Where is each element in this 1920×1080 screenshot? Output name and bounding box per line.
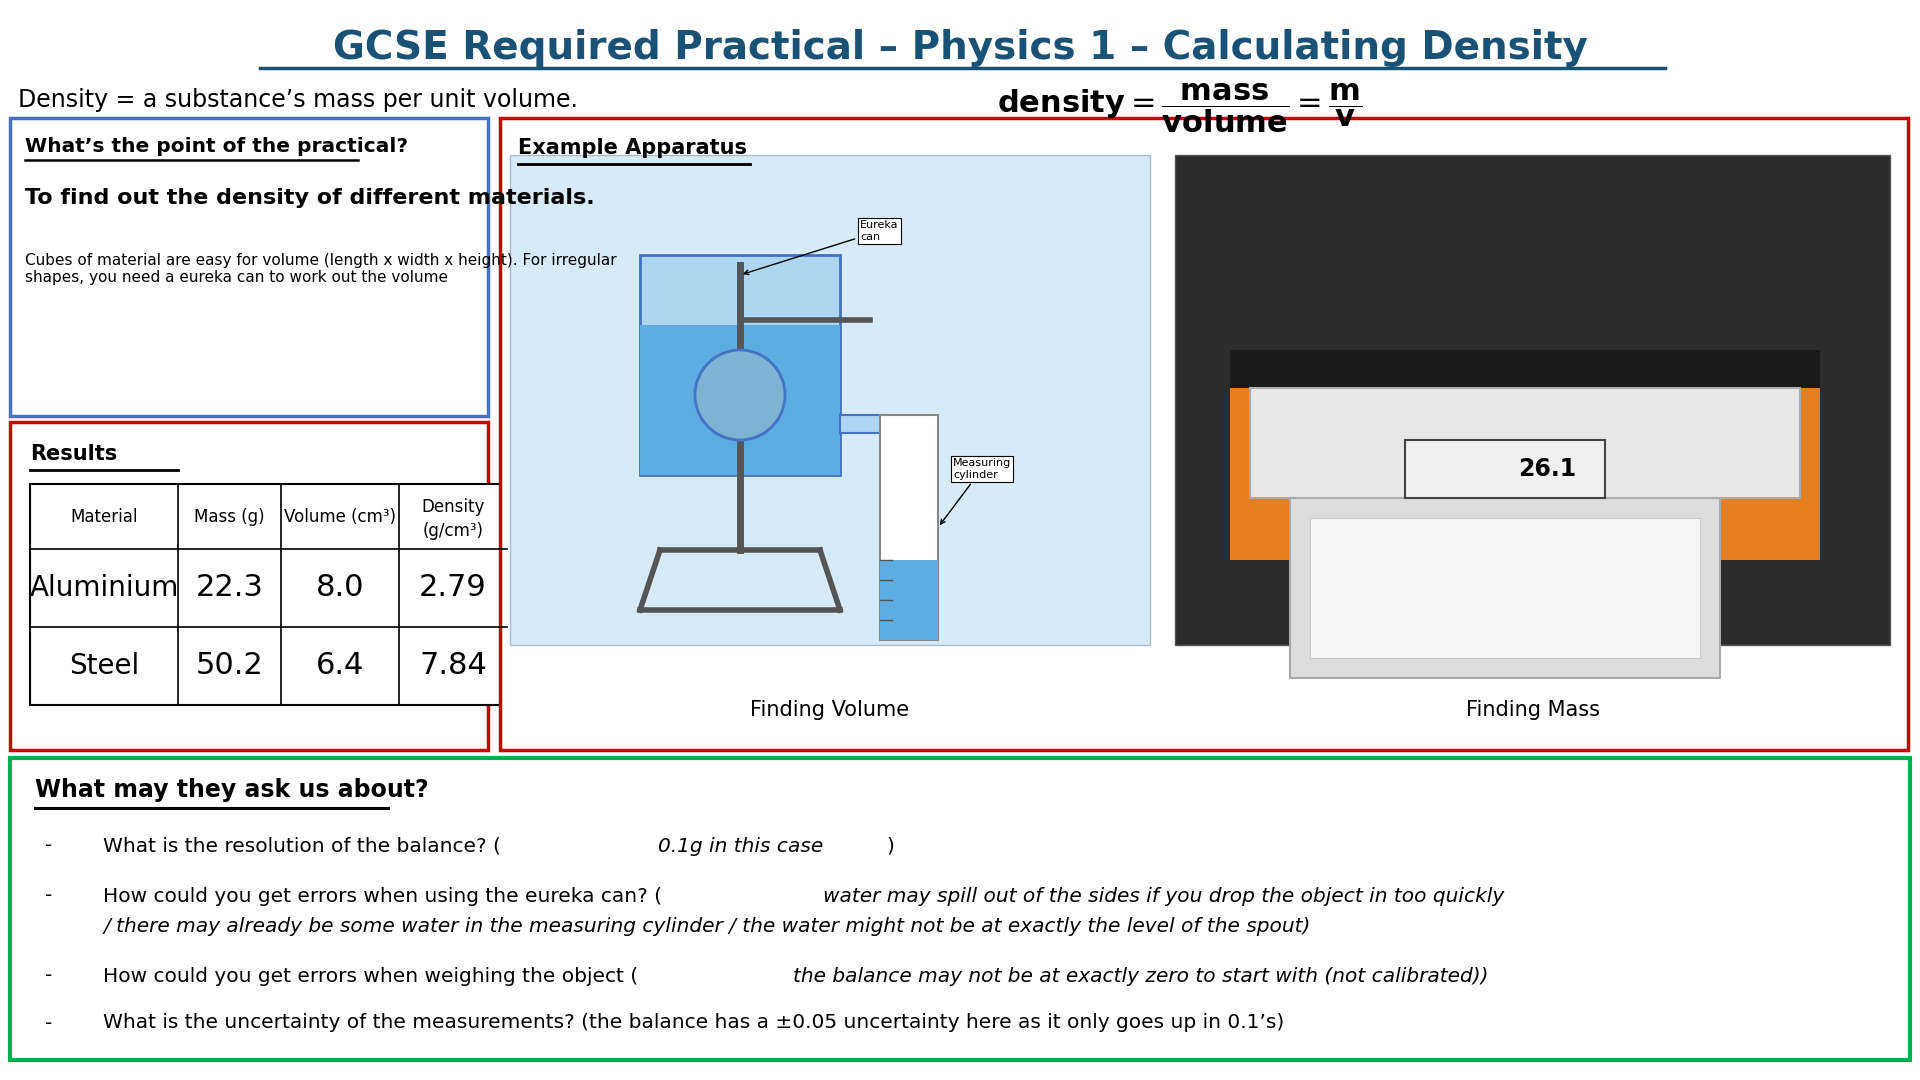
Text: To find out the density of different materials.: To find out the density of different mat… — [25, 188, 595, 208]
Bar — [879, 561, 939, 640]
Text: -: - — [44, 887, 52, 905]
Bar — [1405, 440, 1605, 498]
Text: water may spill out of the sides if you drop the object in too quickly: water may spill out of the sides if you … — [824, 887, 1503, 905]
Text: What is the uncertainty of the measurements? (the balance has a ±0.05 uncertaint: What is the uncertainty of the measureme… — [104, 1013, 1284, 1032]
Text: Aluminium: Aluminium — [29, 573, 179, 602]
Text: How could you get errors when using the eureka can? (: How could you get errors when using the … — [104, 887, 662, 905]
Circle shape — [695, 350, 785, 440]
Text: What’s the point of the practical?: What’s the point of the practical? — [25, 136, 407, 156]
Text: Finding Mass: Finding Mass — [1465, 700, 1599, 720]
Text: Eureka
can: Eureka can — [745, 220, 899, 274]
Text: Volume (cm³): Volume (cm³) — [284, 508, 396, 526]
Bar — [1231, 350, 1820, 561]
Text: -: - — [44, 967, 52, 985]
Text: Material: Material — [71, 508, 138, 526]
Bar — [1250, 388, 1801, 498]
Text: Finding Volume: Finding Volume — [751, 700, 910, 720]
Bar — [31, 484, 507, 705]
Text: 6.4: 6.4 — [315, 651, 365, 680]
Text: -: - — [44, 837, 52, 855]
Bar — [10, 118, 488, 416]
Text: 8.0: 8.0 — [315, 573, 365, 603]
Text: $\mathbf{density} = \dfrac{\mathbf{mass}}{\mathbf{volume}} = \dfrac{\mathbf{m}}{: $\mathbf{density} = \dfrac{\mathbf{mass}… — [996, 81, 1363, 135]
Text: Density: Density — [420, 498, 484, 515]
Text: 26.1: 26.1 — [1519, 457, 1576, 481]
Text: -: - — [44, 1013, 52, 1032]
Text: How could you get errors when weighing the object (: How could you get errors when weighing t… — [104, 967, 637, 985]
Text: 7.84: 7.84 — [419, 651, 488, 680]
Text: 2.79: 2.79 — [419, 573, 488, 603]
Bar — [511, 156, 1150, 645]
Text: 22.3: 22.3 — [196, 573, 263, 603]
Text: Mass (g): Mass (g) — [194, 508, 265, 526]
Bar — [879, 415, 939, 640]
Text: Steel: Steel — [69, 652, 138, 680]
Bar — [10, 758, 1910, 1059]
Bar — [1309, 518, 1699, 658]
Text: the balance may not be at exactly zero to start with (not calibrated)): the balance may not be at exactly zero t… — [793, 967, 1488, 985]
Text: Cubes of material are easy for volume (length x width x height). For irregular
s: Cubes of material are easy for volume (l… — [25, 253, 616, 285]
Bar — [1231, 350, 1820, 388]
Text: What may they ask us about?: What may they ask us about? — [35, 778, 428, 802]
Text: 0.1g in this case: 0.1g in this case — [659, 837, 824, 855]
Bar — [1290, 498, 1720, 678]
Text: ): ) — [885, 837, 895, 855]
Text: GCSE Required Practical – Physics 1 – Calculating Density: GCSE Required Practical – Physics 1 – Ca… — [332, 29, 1588, 67]
Bar — [10, 422, 488, 750]
Bar — [639, 325, 841, 475]
Bar — [841, 415, 881, 433]
Text: / there may already be some water in the measuring cylinder / the water might no: / there may already be some water in the… — [104, 917, 1309, 935]
Bar — [639, 255, 841, 475]
Text: Results: Results — [31, 444, 117, 464]
Bar — [1175, 156, 1889, 645]
Text: What is the resolution of the balance? (: What is the resolution of the balance? ( — [104, 837, 501, 855]
Text: 50.2: 50.2 — [196, 651, 263, 680]
Text: Density = a substance’s mass per unit volume.: Density = a substance’s mass per unit vo… — [17, 87, 578, 112]
Text: (g/cm³): (g/cm³) — [422, 522, 484, 540]
Bar — [499, 118, 1908, 750]
Text: Example Apparatus: Example Apparatus — [518, 138, 747, 158]
Text: Measuring
cylinder: Measuring cylinder — [941, 458, 1012, 524]
